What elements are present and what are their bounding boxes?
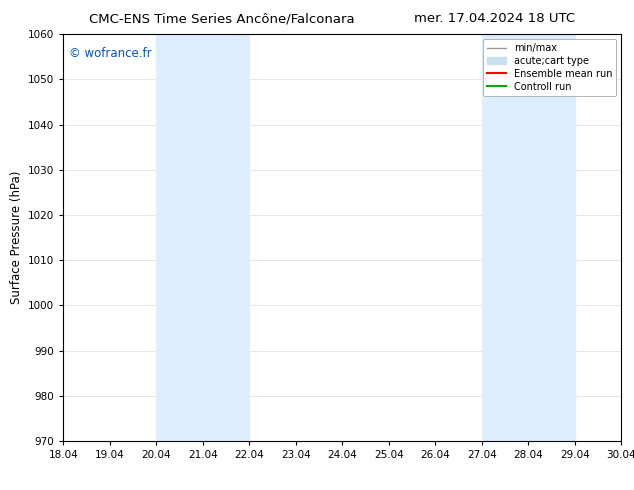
Bar [157, 34, 249, 441]
Text: © wofrance.fr: © wofrance.fr [69, 47, 152, 59]
Y-axis label: Surface Pressure (hPa): Surface Pressure (hPa) [10, 171, 23, 304]
Text: mer. 17.04.2024 18 UTC: mer. 17.04.2024 18 UTC [414, 12, 575, 25]
Bar [482, 34, 575, 441]
Text: CMC-ENS Time Series Ancône/Falconara: CMC-ENS Time Series Ancône/Falconara [89, 12, 354, 25]
Legend: min/max, acute;cart type, Ensemble mean run, Controll run: min/max, acute;cart type, Ensemble mean … [483, 39, 616, 96]
